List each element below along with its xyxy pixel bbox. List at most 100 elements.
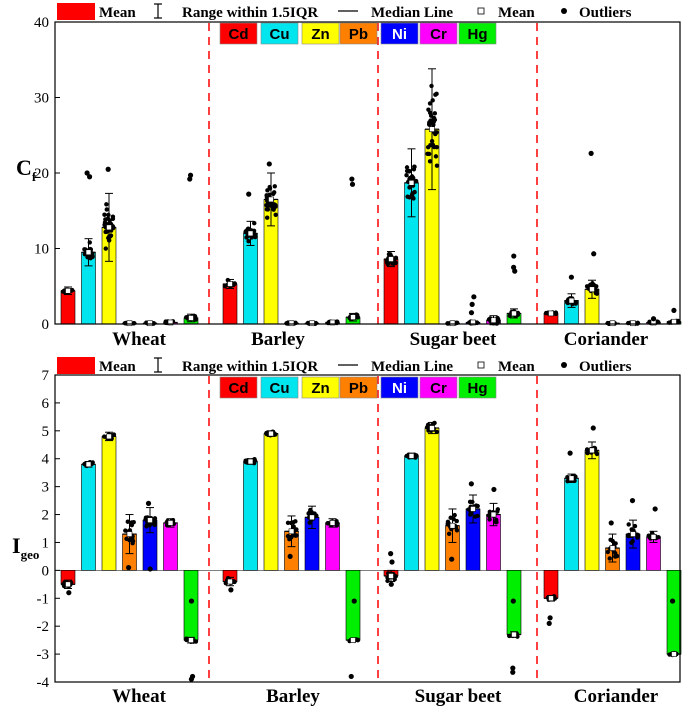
cf-legend-outlier-icon: [561, 8, 567, 14]
cf-legend-range: Range within 1.5IQR: [182, 5, 318, 21]
igeo-bar-zn: [424, 427, 440, 571]
cf-element-swatch-cu: [260, 22, 299, 45]
cf-legend: Mean Range within 1.5IQR Median Line Mea…: [57, 3, 632, 21]
cf-data-point-zn: [108, 233, 114, 238]
cf-mean-marker-cd: [548, 310, 554, 317]
igeo-data-point-cr: [334, 521, 340, 526]
igeo-data-point-pb: [131, 519, 136, 525]
cf-mean-marker-cr: [490, 317, 497, 324]
igeo-legend-median: Median Line: [371, 359, 453, 375]
igeo-outlier-ni: [629, 497, 636, 504]
igeo-data-point-ni: [635, 535, 640, 540]
igeo-outlier-pb: [608, 520, 614, 526]
cf-mean-marker-ni: [630, 320, 636, 327]
cf-outlier-hg: [511, 264, 517, 270]
cf-outlier-cr: [650, 316, 657, 322]
igeo-data-point-ni: [632, 523, 638, 529]
igeo-mean-marker-pb: [609, 545, 616, 551]
cf-outlier-cu: [84, 170, 90, 176]
igeo-legend-mean-bar-swatch: [57, 357, 95, 374]
cf-data-point-zn: [272, 184, 277, 189]
igeo-data-point-ni: [152, 522, 157, 528]
igeo-mean-marker-zn: [429, 425, 435, 431]
igeo-mean-marker-zn: [106, 433, 112, 440]
cf-data-point-zn: [264, 207, 270, 212]
cf-mean-marker-pb: [126, 320, 133, 327]
igeo-data-point-pb: [125, 519, 130, 524]
igeo-mean-marker-hg: [511, 631, 517, 638]
cf-mean-marker-zn: [589, 286, 595, 293]
igeo-mean-marker-pb: [449, 522, 456, 529]
igeo-data-point-pb: [607, 556, 612, 561]
igeo-data-point-ni: [626, 533, 631, 539]
igeo-mean-marker-zn: [589, 447, 595, 454]
igeo-mean-marker-cd: [227, 578, 233, 585]
cf-y-label: Cf: [16, 155, 37, 184]
igeo-data-point-cu: [243, 458, 248, 463]
cf-element-swatch-hg: [458, 22, 497, 45]
igeo-element-swatch-zn: [301, 376, 340, 399]
cf-outlier-ni: [468, 310, 475, 316]
igeo-data-point-zn: [434, 429, 440, 435]
cf-bar-cd: [60, 290, 76, 325]
cf-data-point-zn: [104, 207, 109, 212]
cf-mean-marker-zn: [268, 196, 274, 203]
igeo-element-swatch-hg: [458, 376, 497, 399]
cf-y-tick-label: 10: [34, 242, 49, 258]
cf-data-point-cr: [486, 317, 492, 322]
igeo-bar-cr: [325, 522, 340, 571]
igeo-bar-cd: [543, 570, 559, 599]
cf-bar-cd: [383, 258, 399, 325]
cf-mean-marker-cr: [329, 319, 336, 326]
igeo-mean-marker-ni: [630, 531, 636, 537]
cf-data-point-cu: [246, 238, 251, 244]
igeo-outlier-zn: [590, 425, 596, 431]
igeo-outlier-hg: [510, 669, 516, 675]
cf-mean-marker-cu: [247, 230, 254, 237]
igeo-data-point-ni: [309, 509, 314, 515]
igeo-y-label-sub: geo: [21, 547, 40, 562]
cf-outlier-hg: [671, 307, 677, 314]
cf-data-point-zn: [425, 144, 431, 150]
igeo-plot-area: [55, 376, 682, 682]
cf-x-axis: Wheat Barley Sugar beet Coriander: [112, 329, 649, 350]
cf-data-point-zn: [271, 202, 276, 208]
igeo-data-point-ni: [475, 513, 480, 519]
igeo-outlier-cd: [546, 620, 552, 626]
cf-outlier-hg: [349, 176, 355, 182]
igeo-bar-zn: [584, 450, 600, 571]
igeo-data-point-cr: [487, 517, 492, 522]
igeo-data-point-pb: [605, 549, 611, 555]
cf-y-label-main: C: [16, 155, 32, 180]
igeo-category-label: Sugar beet: [415, 686, 502, 706]
igeo-mean-marker-cu: [568, 475, 575, 482]
igeo-y-label: Igeo: [12, 533, 39, 562]
igeo-legend-mean-point-icon: [477, 361, 485, 369]
cf-data-point-zn: [267, 203, 273, 208]
igeo-element-swatch-cu: [260, 376, 299, 399]
igeo-outlier-cu: [567, 450, 573, 456]
igeo-data-point-pb: [130, 538, 136, 544]
cf-plot-area: [60, 23, 682, 327]
igeo-outlier-pb: [287, 553, 293, 560]
cf-data-point-zn: [431, 115, 437, 121]
igeo-data-point-ni: [144, 522, 150, 528]
cf-element-swatch-pb: [339, 22, 378, 45]
igeo-y-tick-label: -1: [37, 591, 50, 607]
igeo-panel: -4 -3 -2 -1 0 1 2 3 4 5 6 7 Igeo Wheat Barley Sugar b…: [12, 357, 682, 706]
igeo-data-point-pb: [293, 519, 298, 524]
cf-data-point-zn: [434, 91, 439, 97]
igeo-data-point-cr: [494, 519, 499, 525]
igeo-y-tick-label: -4: [37, 675, 50, 691]
igeo-y-tick-label: 0: [42, 563, 50, 579]
cf-mean-marker-cd: [388, 256, 394, 262]
igeo-y-tick-label: -2: [37, 619, 50, 635]
igeo-data-point-ni: [626, 522, 631, 527]
igeo-data-point-zn: [432, 420, 437, 426]
igeo-y-label-main: I: [12, 533, 21, 558]
cf-data-point-zn: [432, 111, 438, 116]
cf-y-tick-label: 0: [42, 317, 50, 333]
igeo-legend: Mean Range within 1.5IQR Median Line Mea…: [57, 357, 632, 375]
igeo-mean-marker-cr: [490, 511, 497, 518]
cf-data-point-zn: [271, 191, 276, 197]
